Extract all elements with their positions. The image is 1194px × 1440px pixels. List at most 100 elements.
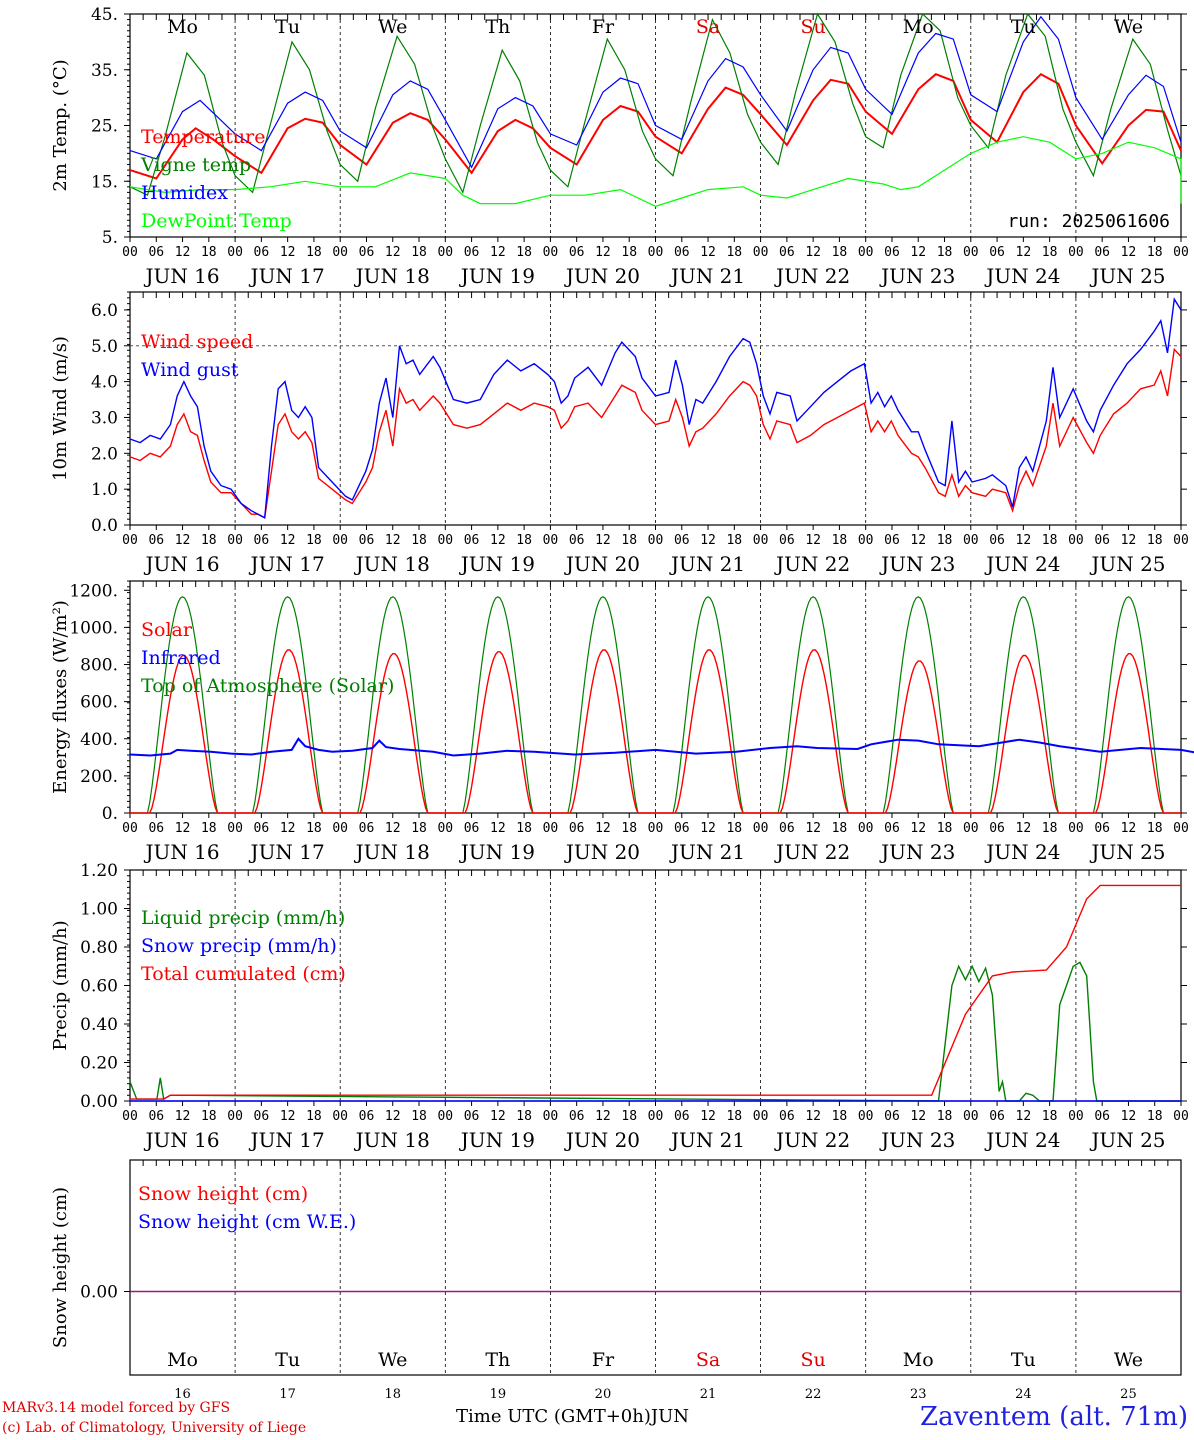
hour-tick-label: 06: [1094, 533, 1110, 548]
hour-tick-label: 18: [201, 245, 217, 260]
weekday-label: We: [378, 16, 407, 38]
y-tick-label: 4.0: [91, 373, 118, 393]
hour-tick-label: 18: [306, 1109, 322, 1124]
legend-entry: Snow height (cm W.E.): [138, 1211, 356, 1233]
y-tick-label: 0.00: [80, 1283, 118, 1303]
hour-tick-label: 12: [595, 821, 611, 836]
hour-tick-label: 12: [1016, 821, 1032, 836]
hour-tick-label: 18: [937, 821, 953, 836]
hour-tick-label: 06: [779, 821, 795, 836]
y-tick-label: 35.: [91, 61, 118, 81]
date-label: JUN 25: [1089, 1128, 1165, 1152]
hour-tick-label: 00: [543, 1109, 559, 1124]
hour-tick-label: 18: [726, 533, 742, 548]
y-tick-label: 0.40: [80, 1015, 118, 1035]
weekday-label: Sa: [696, 1349, 720, 1371]
hour-tick-label: 18: [621, 1109, 637, 1124]
hour-tick-label: 06: [674, 245, 690, 260]
model-credit: MARv3.14 model forced by GFS: [2, 1400, 231, 1416]
y-tick-label: 0.00: [80, 1092, 118, 1112]
day-number-label: 17: [279, 1387, 296, 1400]
y-tick-label: 3.0: [91, 408, 118, 428]
hour-tick-label: 12: [805, 1109, 821, 1124]
date-label: JUN 25: [1089, 264, 1165, 288]
hour-tick-label: 12: [700, 533, 716, 548]
hour-tick-label: 18: [306, 821, 322, 836]
hour-tick-label: 06: [1094, 1109, 1110, 1124]
weekday-label: Su: [801, 16, 826, 38]
hour-tick-label: 18: [516, 821, 532, 836]
date-label: JUN 17: [249, 552, 325, 576]
hour-tick-label: 06: [884, 533, 900, 548]
meteogram-chart: 00 06 12 18 00 06 12 18 00 06 12 18 00 06 12 18 00 06 12 18…: [50, 5, 1194, 1400]
y-tick-label: 1.00: [80, 900, 118, 920]
hour-tick-label: 00: [332, 1109, 348, 1124]
series-line-vigne-temp: [129, 12, 1182, 197]
date-label: JUN 21: [669, 552, 745, 576]
hour-tick-label: 00: [227, 1109, 243, 1124]
y-axis-label: Precip (mm/h): [50, 920, 71, 1050]
hour-tick-label: 00: [227, 821, 243, 836]
date-label: JUN 25: [1089, 552, 1165, 576]
hour-tick-label: 18: [726, 245, 742, 260]
y-tick-label: 0.: [102, 804, 118, 824]
hour-tick-label: 18: [726, 821, 742, 836]
date-label: JUN 16: [143, 1128, 219, 1152]
hour-tick-label: 00: [963, 1109, 979, 1124]
hour-tick-label: 00: [122, 245, 138, 260]
hour-tick-label: 00: [753, 1109, 769, 1124]
hour-tick-label: 18: [516, 533, 532, 548]
series-line-wind-gust: [129, 297, 1182, 519]
run-label: run: 2025061606: [1007, 211, 1170, 232]
hour-tick-label: 06: [989, 821, 1005, 836]
weekday-label: Fr: [592, 16, 615, 38]
panel-precip: 00 06 12 18 00 06 12 18 00 06 12 18 00 06 12 18 00 06 12 18…: [50, 861, 1189, 1152]
hour-tick-label: 12: [385, 533, 401, 548]
hour-tick-label: 12: [280, 245, 296, 260]
y-tick-label: 5.0: [91, 337, 118, 357]
hour-tick-label: 00: [1068, 533, 1084, 548]
hour-tick-label: 00: [1173, 821, 1189, 836]
hour-tick-label: 18: [411, 1109, 427, 1124]
date-label: JUN 16: [143, 264, 219, 288]
hour-tick-label: 06: [989, 533, 1005, 548]
hour-tick-label: 00: [227, 533, 243, 548]
station-label: Zaventem (alt. 71m): [920, 1402, 1188, 1432]
legend-entry: Snow height (cm): [138, 1183, 308, 1205]
hour-tick-label: 12: [700, 821, 716, 836]
date-label: JUN 19: [459, 264, 535, 288]
date-label: JUN 19: [459, 552, 535, 576]
hour-tick-label: 12: [700, 245, 716, 260]
y-tick-label: 2.0: [91, 444, 118, 464]
hour-tick-label: 00: [858, 1109, 874, 1124]
hour-tick-label: 06: [989, 245, 1005, 260]
hour-tick-label: 06: [779, 533, 795, 548]
y-tick-label: 5.: [102, 228, 118, 248]
date-label: JUN 20: [564, 1128, 640, 1152]
hour-tick-label: 18: [201, 821, 217, 836]
hour-tick-label: 00: [1068, 245, 1084, 260]
hour-tick-label: 00: [227, 245, 243, 260]
hour-tick-label: 12: [805, 821, 821, 836]
y-tick-label: 400.: [80, 730, 118, 750]
hour-tick-label: 12: [385, 821, 401, 836]
series-line-humidex: [129, 15, 1182, 169]
legend-entry: Infrared: [141, 647, 221, 669]
hour-tick-label: 00: [1068, 1109, 1084, 1124]
hour-tick-label: 18: [832, 821, 848, 836]
hour-tick-label: 12: [595, 533, 611, 548]
hour-tick-label: 00: [122, 1109, 138, 1124]
date-label: JUN 18: [354, 840, 430, 864]
hour-tick-label: 12: [1121, 533, 1137, 548]
panel-snow: 0.00 Snow height (cm): [50, 1159, 1182, 1376]
date-label: JUN 18: [354, 1128, 430, 1152]
hour-tick-label: 06: [148, 245, 164, 260]
hour-tick-label: 12: [1121, 821, 1137, 836]
date-label: JUN 20: [564, 264, 640, 288]
hour-tick-label: 06: [148, 1109, 164, 1124]
date-label: JUN 19: [459, 840, 535, 864]
y-tick-label: 0.20: [80, 1054, 118, 1074]
hour-tick-label: 06: [569, 245, 585, 260]
hour-tick-label: 06: [569, 1109, 585, 1124]
hour-tick-label: 18: [1042, 821, 1058, 836]
